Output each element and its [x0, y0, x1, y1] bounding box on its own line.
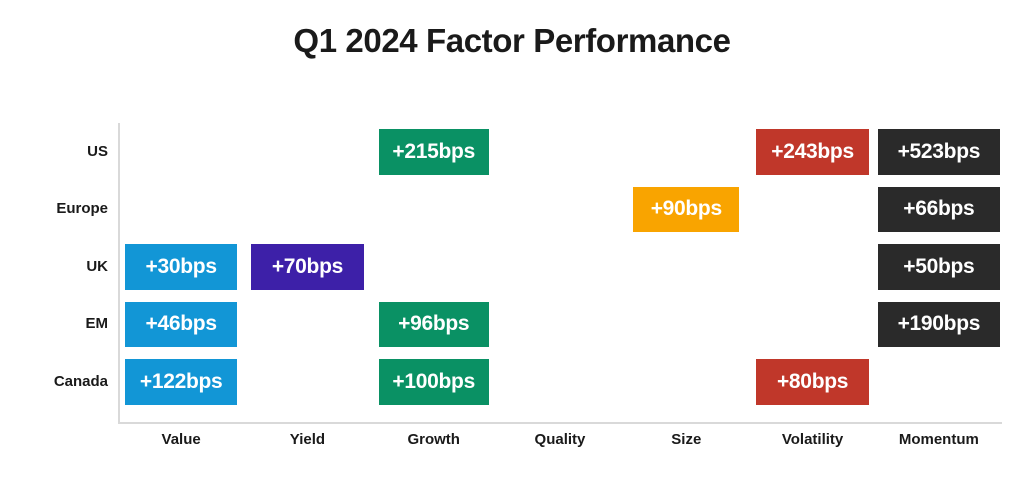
- x-axis-label-volatility: Volatility: [781, 431, 844, 448]
- page-title: Q1 2024 Factor Performance: [293, 22, 731, 59]
- y-axis-label-europe: Europe: [56, 200, 108, 218]
- x-axis-label-growth: Growth: [407, 431, 460, 448]
- heatmap-cell-us-momentum[interactable]: +523bps: [877, 129, 1000, 175]
- x-axis-label-momentum: Momentum: [898, 431, 979, 448]
- heatmap-cell-em-value[interactable]: +46bps: [125, 301, 238, 347]
- heatmap-cell-europe-size[interactable]: +90bps: [633, 186, 740, 232]
- y-axis-label-canada: Canada: [53, 372, 108, 390]
- heatmap-cell-em-momentum[interactable]: +190bps: [877, 301, 1000, 347]
- heatmap-cell-em-growth[interactable]: +96bps: [378, 301, 489, 347]
- heatmap-cell-europe-momentum[interactable]: +66bps: [877, 186, 1000, 232]
- y-axis-label-em: EM: [85, 315, 109, 333]
- heatmap-cell-canada-volatility[interactable]: +80bps: [756, 359, 869, 405]
- x-axis-tick-labels: Value Yield Growth Quality Size Volatility Mom…: [118, 432, 1002, 456]
- heatmap-cell-uk-value[interactable]: +30bps: [125, 244, 238, 290]
- heatmap-cell-us-growth[interactable]: +215bps: [378, 129, 489, 175]
- x-axis-label-value: Value: [161, 431, 201, 448]
- y-axis-label-us: US: [87, 142, 108, 160]
- heatmap-cell-canada-value[interactable]: +122bps: [125, 359, 238, 405]
- heatmap-cell-us-volatility[interactable]: +243bps: [756, 129, 869, 175]
- heatmap-cell-canada-growth[interactable]: +100bps: [378, 359, 489, 405]
- y-axis-line: [118, 123, 120, 423]
- heatmap-cell-uk-yield[interactable]: +70bps: [251, 244, 364, 290]
- x-axis-label-size: Size: [671, 431, 702, 448]
- x-axis-label-quality: Quality: [534, 431, 586, 448]
- y-axis-tick-labels: US Europe UK EM Canada: [0, 123, 108, 423]
- x-axis-label-yield: Yield: [289, 431, 326, 448]
- heatmap-cell-uk-momentum[interactable]: +50bps: [877, 244, 1000, 290]
- heatmap-plot-area: +215bps +243bps +523bps +90bps +66bps +30bps +…: [118, 123, 1002, 423]
- y-axis-label-uk: UK: [86, 257, 108, 275]
- x-axis-line: [118, 422, 1002, 424]
